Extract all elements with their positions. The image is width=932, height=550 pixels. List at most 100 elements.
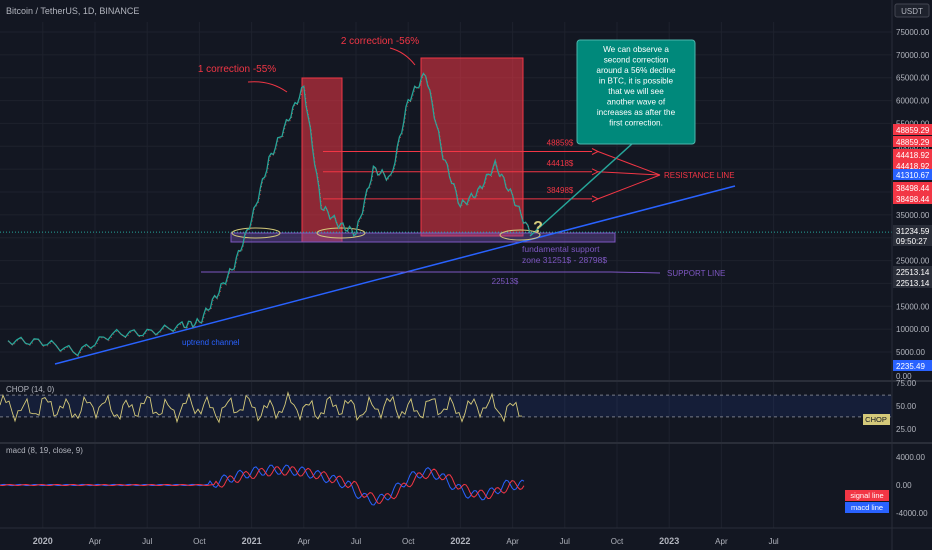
correction-zone-1: [301, 77, 343, 243]
price-label: 38498.44: [896, 184, 930, 193]
level-arrow: [591, 168, 600, 176]
price-label: 22513.14: [896, 279, 930, 288]
level-label: 48859$: [547, 139, 574, 148]
y-tick-label: 10000.00: [896, 325, 930, 334]
resistance-pointer: [597, 171, 661, 176]
support-zone-label-2: zone 31251$ - 28798$: [522, 255, 607, 265]
level-label: 38498$: [547, 186, 574, 195]
question-mark: ?: [533, 219, 543, 236]
countdown: 09:50:27: [896, 237, 928, 246]
countdown-box: [893, 236, 932, 246]
x-tick-label: Apr: [506, 537, 519, 546]
support-pointer: [610, 271, 661, 274]
x-tick-label: 2020: [33, 536, 53, 546]
x-tick-label: 2021: [242, 536, 262, 546]
y-tick-label: 55000.00: [896, 119, 930, 128]
price-label-box: [893, 124, 932, 135]
price-label-box: [893, 160, 932, 171]
correction-zones: [230, 57, 616, 243]
price-axis[interactable]: 5000.0010000.0015000.0020000.0025000.003…: [845, 0, 932, 550]
price-label: 44418.92: [896, 151, 930, 160]
correction2-label: 2 correction -56%: [341, 36, 419, 47]
level-label: 44418$: [547, 159, 574, 168]
x-tick-label: Oct: [611, 537, 624, 546]
y-tick-label: 75000.00: [896, 28, 930, 37]
currency-label: USDT: [901, 7, 923, 16]
price-label-box: [893, 182, 932, 193]
currency-badge[interactable]: USDT: [894, 3, 930, 18]
support-level-label: 22513$: [492, 277, 519, 286]
x-tick-label: Jul: [768, 537, 778, 546]
signal-line: [0, 466, 525, 504]
macd-pane: [0, 464, 525, 506]
x-tick-label: Oct: [193, 537, 206, 546]
price-series: [7, 72, 532, 357]
chop-tag: CHOP: [865, 415, 887, 424]
price-label-box: [893, 266, 932, 277]
macd-tick-label: 4000.00: [896, 453, 925, 462]
x-tick-label: Apr: [715, 537, 728, 546]
resistance-label: RESISTANCE LINE: [664, 171, 735, 180]
macd-tag: macd line: [851, 503, 883, 512]
bottom-axis-label: 0.00: [896, 372, 912, 381]
annotations: 1 correction -55% 2 correction -56% RESIST…: [182, 36, 735, 347]
macd-tag-box: [845, 502, 889, 513]
price-label-box: [893, 169, 932, 180]
x-tick-label: Apr: [298, 537, 311, 546]
note-box: [576, 39, 696, 145]
macd-tick-label: 0.00: [896, 481, 912, 490]
price-label-box: [893, 360, 932, 371]
note-text: We can observe a second correction around …: [596, 45, 676, 128]
price-label: 31234.59: [896, 227, 930, 236]
y-tick-label: 15000.00: [896, 302, 930, 311]
signal-tag: signal line: [850, 491, 883, 500]
chop-line: [0, 391, 523, 424]
price-label-box: [893, 277, 932, 288]
chop-pane: [0, 391, 892, 424]
x-tick-label: 2023: [659, 536, 679, 546]
price-label: 22513.14: [896, 268, 930, 277]
x-tick-label: Jul: [351, 537, 361, 546]
uptrend-line: [54, 185, 736, 365]
macd-line: [0, 464, 525, 506]
macd-tick-label: -4000.00: [896, 509, 928, 518]
price-label: 44418.92: [896, 162, 930, 171]
price-label-box: [893, 136, 932, 147]
price-label: 2235.49: [896, 362, 925, 371]
y-tick-label: 5000.00: [896, 348, 925, 357]
x-tick-label: 2022: [450, 536, 470, 546]
chop-tick-label: 50.00: [896, 402, 917, 411]
bottom-marker: [231, 227, 281, 239]
price-label-box: [893, 225, 932, 236]
time-axis[interactable]: 2020 Apr Jul Oct 2021 Apr Jul Oct 2022 Apr Jul Oct 2…: [33, 536, 779, 546]
x-tick-label: Jul: [142, 537, 152, 546]
x-tick-label: Jul: [560, 537, 570, 546]
correction1-label: 1 correction -55%: [198, 64, 276, 75]
chop-band: [0, 395, 892, 417]
symbol-title[interactable]: Bitcoin / TetherUS, 1D, BINANCE: [6, 6, 139, 16]
support-zone: [230, 232, 616, 243]
bottom-marker: [316, 227, 366, 239]
bottom-marker: [499, 229, 541, 241]
price-label: 48859.29: [896, 138, 930, 147]
resistance-pointer: [597, 151, 661, 176]
chop-title[interactable]: CHOP (14, 0): [6, 385, 55, 394]
x-tick-label: Oct: [402, 537, 415, 546]
y-tick-label: 65000.00: [896, 74, 930, 83]
y-tick-label: 35000.00: [896, 211, 930, 220]
price-label-box: [893, 193, 932, 204]
y-tick-label: 25000.00: [896, 257, 930, 266]
support-zone-label-1: fundamental support: [522, 244, 600, 254]
correction2-arrow: [389, 47, 416, 66]
correction-zone-2: [420, 57, 524, 237]
support-label: SUPPORT LINE: [667, 269, 725, 278]
price-line: [7, 72, 531, 357]
uptrend-label: uptrend channel: [182, 338, 240, 347]
macd-title[interactable]: macd (8, 19, close, 9): [6, 446, 83, 455]
price-label: 41310.67: [896, 171, 930, 180]
projection-arrow: [529, 132, 645, 237]
signal-tag-box: [845, 490, 889, 501]
x-tick-label: Apr: [89, 537, 102, 546]
chop-tick-label: 25.00: [896, 425, 917, 434]
